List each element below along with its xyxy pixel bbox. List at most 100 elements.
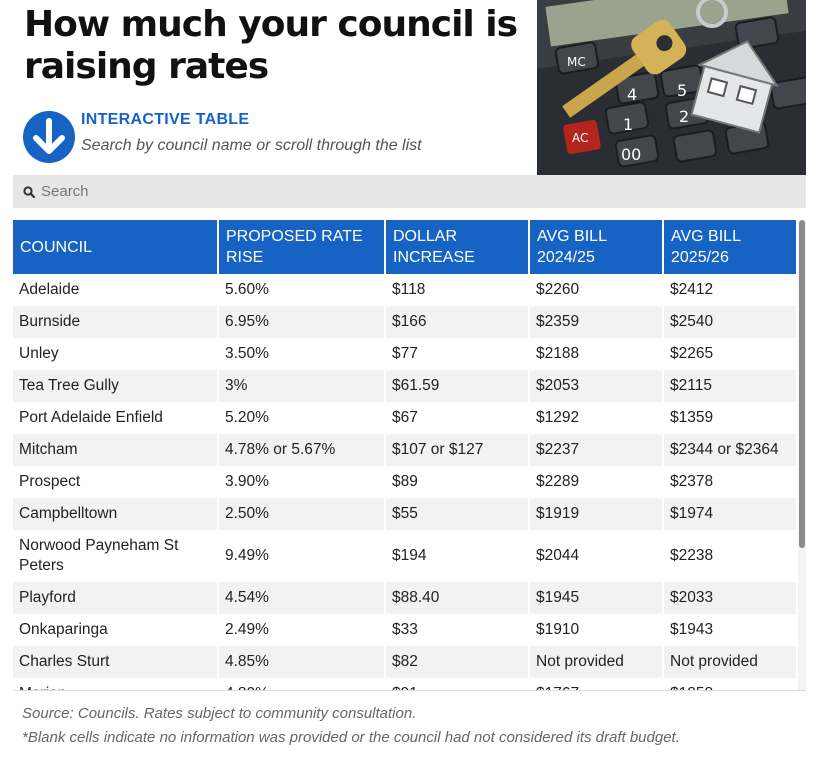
column-header-avg-bill-2024-25[interactable]: AVG BILL 2024/25 bbox=[529, 220, 664, 274]
table-row: Norwood Payneham St Peters 9.49% $194 $2… bbox=[13, 530, 796, 582]
table-row: Prospect 3.90% $89 $2289 $2378 bbox=[13, 466, 796, 498]
avg-bill-2025-26-cell: $1943 bbox=[670, 621, 714, 638]
table-header-row: COUNCIL PROPOSED RATE RISE DOLLAR INCREA… bbox=[13, 220, 796, 274]
avg-bill-2024-25-cell: $1767 bbox=[529, 678, 664, 690]
avg-bill-2025-26-cell: $1858 bbox=[663, 678, 796, 690]
avg-bill-2025-26-cell: $2344 or $2364 bbox=[663, 434, 796, 466]
avg-bill-2024-25-cell: $1919 bbox=[529, 498, 664, 530]
council-cell: Charles Sturt bbox=[13, 646, 219, 678]
avg-bill-2024-25-cell: $1945 bbox=[529, 582, 664, 614]
table-row: Tea Tree Gully 3% $61.59 $2053 $2115 bbox=[13, 370, 796, 402]
table-row: Mitcham 4.78% or 5.67% $107 or $127 $223… bbox=[13, 434, 796, 466]
council-cell: Tea Tree Gully bbox=[13, 370, 219, 402]
source-note: Source: Councils. Rates subject to commu… bbox=[22, 705, 417, 722]
council-cell: Prospect bbox=[13, 466, 219, 498]
avg-bill-2024-25-cell: $2289 bbox=[529, 466, 664, 498]
rates-table: COUNCIL PROPOSED RATE RISE DOLLAR INCREA… bbox=[13, 220, 796, 690]
rates-table-viewport[interactable]: COUNCIL PROPOSED RATE RISE DOLLAR INCREA… bbox=[13, 220, 796, 690]
blank-cells-footnote: *Blank cells indicate no information was… bbox=[22, 729, 680, 746]
page-title: How much your council is raising rates bbox=[24, 4, 518, 87]
rate-rise-cell: 4.85% bbox=[218, 646, 386, 678]
avg-bill-2024-25-cell: $2260 bbox=[529, 274, 664, 306]
rate-rise-cell: 4.54% bbox=[218, 582, 386, 614]
avg-bill-2024-25-cell: $1910 bbox=[529, 614, 664, 646]
council-cell: Unley bbox=[13, 338, 219, 370]
avg-bill-2025-26-cell: Not provided bbox=[663, 646, 796, 678]
avg-bill-2024-25-cell: $2359 bbox=[529, 306, 664, 338]
rate-rise-cell: 5.20% bbox=[218, 402, 386, 434]
dollar-increase-cell: $61.59 bbox=[385, 370, 530, 402]
table-row: Onkaparinga 2.49% $33 $1910 $1943 bbox=[13, 614, 796, 646]
rate-rise-cell: 4.80% bbox=[218, 678, 386, 690]
scrollbar-thumb[interactable] bbox=[799, 220, 805, 548]
hero-image-calculator-keys: AC 4 5 1 2 00 MC bbox=[537, 0, 806, 175]
svg-text:4: 4 bbox=[627, 85, 637, 104]
rate-rise-cell: 3.90% bbox=[218, 466, 386, 498]
search-input[interactable] bbox=[41, 175, 781, 208]
table-row: Campbelltown 2.50% $55 $1919 $1974 bbox=[13, 498, 796, 530]
rate-rise-cell: 6.95% bbox=[218, 306, 386, 338]
avg-bill-2025-26-cell: $2238 bbox=[670, 547, 714, 564]
dollar-increase-cell: $77 bbox=[385, 338, 530, 370]
magnifier-icon bbox=[23, 185, 36, 203]
council-cell: Burnside bbox=[13, 306, 219, 338]
svg-text:2: 2 bbox=[679, 107, 689, 126]
avg-bill-2024-25-cell: $1292 bbox=[529, 402, 664, 434]
dollar-increase-cell: $91 bbox=[385, 678, 530, 690]
avg-bill-2025-26-cell: $1974 bbox=[663, 498, 796, 530]
table-row: Playford 4.54% $88.40 $1945 $2033 bbox=[13, 582, 796, 614]
table-scrollbar[interactable] bbox=[798, 220, 806, 690]
avg-bill-2024-25-cell: $2188 bbox=[529, 338, 664, 370]
column-header-council[interactable]: COUNCIL bbox=[13, 220, 219, 274]
column-header-proposed-rate-rise[interactable]: PROPOSED RATE RISE bbox=[218, 220, 386, 274]
rate-rise-cell: 5.60% bbox=[218, 274, 386, 306]
avg-bill-2025-26-cell: $2115 bbox=[663, 370, 796, 402]
avg-bill-2024-25-cell: $2053 bbox=[529, 370, 664, 402]
avg-bill-2025-26-cell: $2378 bbox=[670, 473, 714, 490]
svg-text:5: 5 bbox=[677, 81, 687, 100]
rate-rise-cell: 4.78% or 5.67% bbox=[218, 434, 386, 466]
avg-bill-2025-26-cell: $2265 bbox=[670, 345, 714, 362]
dollar-increase-cell: $118 bbox=[385, 274, 530, 306]
rate-rise-cell: 2.50% bbox=[218, 498, 386, 530]
dollar-increase-cell: $166 bbox=[385, 306, 530, 338]
avg-bill-2024-25-cell: $2237 bbox=[529, 434, 664, 466]
table-row: Marion 4.80% $91 $1767 $1858 bbox=[13, 678, 796, 690]
table-instructions: Search by council name or scroll through… bbox=[81, 137, 422, 154]
avg-bill-2025-26-cell: $2033 bbox=[663, 582, 796, 614]
dollar-increase-cell: $107 or $127 bbox=[385, 434, 530, 466]
dollar-increase-cell: $82 bbox=[385, 646, 530, 678]
calculator-keys-illustration: AC 4 5 1 2 00 MC bbox=[537, 0, 806, 175]
rate-rise-cell: 2.49% bbox=[218, 614, 386, 646]
council-cell: Onkaparinga bbox=[13, 614, 219, 646]
council-cell: Adelaide bbox=[13, 274, 219, 306]
column-header-avg-bill-2025-26[interactable]: AVG BILL 2025/26 bbox=[663, 220, 796, 274]
rate-rise-cell: 3.50% bbox=[218, 338, 386, 370]
table-bottom-divider bbox=[13, 690, 806, 691]
svg-text:MC: MC bbox=[567, 55, 586, 69]
table-row: Unley 3.50% $77 $2188 $2265 bbox=[13, 338, 796, 370]
table-row: Burnside 6.95% $166 $2359 $2540 bbox=[13, 306, 796, 338]
rate-rise-cell: 9.49% bbox=[218, 530, 386, 582]
council-cell: Campbelltown bbox=[13, 498, 219, 530]
dollar-increase-cell: $67 bbox=[385, 402, 530, 434]
avg-bill-2025-26-cell: $2540 bbox=[663, 306, 796, 338]
council-cell: Mitcham bbox=[13, 434, 219, 466]
table-row: Port Adelaide Enfield 5.20% $67 $1292 $1… bbox=[13, 402, 796, 434]
council-cell: Marion bbox=[13, 678, 219, 690]
table-row: Charles Sturt 4.85% $82 Not provided Not… bbox=[13, 646, 796, 678]
svg-text:00: 00 bbox=[621, 145, 641, 164]
rate-rise-cell: 3% bbox=[218, 370, 386, 402]
avg-bill-2025-26-cell: $2412 bbox=[670, 281, 714, 298]
avg-bill-2024-25-cell: Not provided bbox=[529, 646, 664, 678]
council-cell: Port Adelaide Enfield bbox=[13, 402, 219, 434]
council-cell: Norwood Payneham St Peters bbox=[13, 530, 219, 582]
search-bar[interactable] bbox=[13, 175, 806, 208]
table-row: Adelaide 5.60% $118 $2260 $2412 bbox=[13, 274, 796, 306]
svg-text:AC: AC bbox=[572, 131, 588, 145]
avg-bill-2024-25-cell: $2044 bbox=[529, 530, 664, 582]
dollar-increase-cell: $88.40 bbox=[385, 582, 530, 614]
dollar-increase-cell: $33 bbox=[385, 614, 530, 646]
column-header-dollar-increase[interactable]: DOLLAR INCREASE bbox=[385, 220, 530, 274]
interactive-table-kicker: INTERACTIVE TABLE bbox=[81, 111, 250, 128]
